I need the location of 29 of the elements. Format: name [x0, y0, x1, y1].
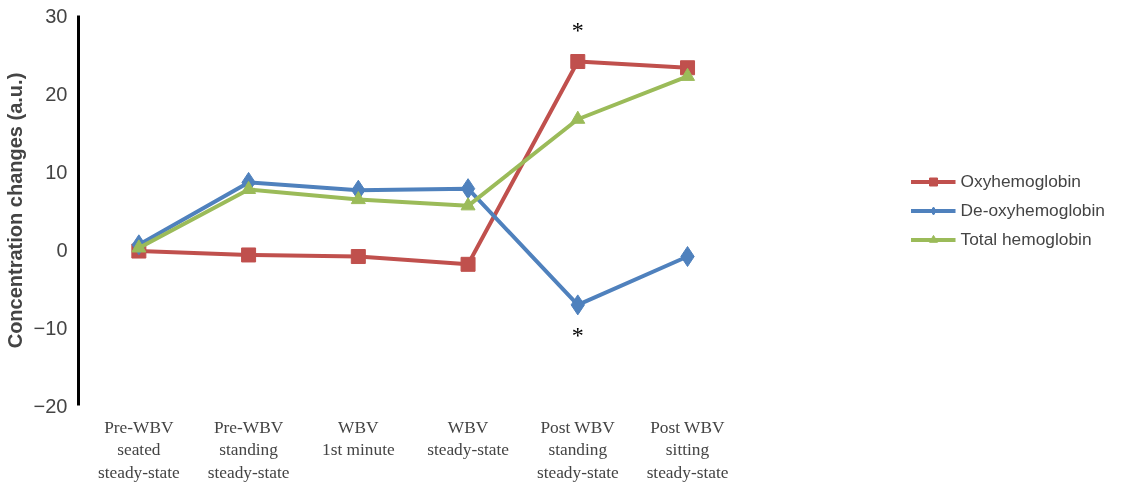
point	[460, 197, 476, 211]
x-tick-label: Post WBV sitting steady-state	[646, 417, 729, 483]
point	[350, 249, 366, 265]
point	[680, 67, 696, 81]
legend-label: De-oxyhemoglobin	[960, 199, 1105, 221]
y-tick-label: −20	[33, 394, 68, 417]
point	[350, 191, 366, 205]
point	[241, 247, 257, 263]
y-axis-title: Concentration changes (a.u.)	[3, 72, 26, 349]
point	[241, 180, 257, 194]
point	[131, 239, 147, 253]
point	[460, 256, 476, 272]
legend-label: Oxyhemoglobin	[960, 170, 1081, 192]
y-tick-label: 0	[56, 238, 68, 261]
x-tick-label: Pre-WBV standing steady-state	[207, 417, 290, 483]
y-tick-label: 20	[45, 82, 68, 105]
point	[460, 178, 476, 200]
annotation: *	[571, 321, 584, 348]
legend-label: Total hemoglobin	[960, 228, 1092, 250]
point	[570, 54, 586, 70]
y-tick-label: 10	[45, 160, 68, 183]
point	[570, 110, 586, 124]
y-tick-label: 30	[45, 4, 68, 27]
y-tick-label: −10	[33, 316, 68, 339]
annotation: *	[571, 16, 584, 43]
x-tick-label: WBV 1st minute	[321, 417, 395, 460]
x-tick-label: WBV steady-state	[427, 417, 510, 460]
x-tick-label: Post WBV standing steady-state	[536, 417, 619, 483]
x-tick-label: Pre-WBV seated steady-state	[97, 417, 181, 483]
